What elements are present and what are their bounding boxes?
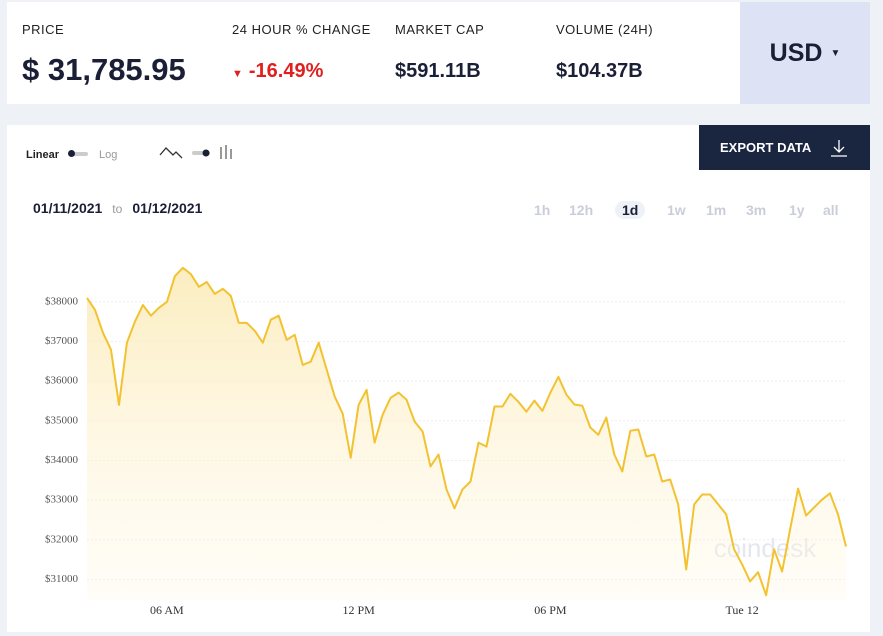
stat-value: $591.11B bbox=[395, 60, 481, 82]
area bbox=[87, 267, 846, 600]
range-button[interactable]: 1y bbox=[789, 202, 805, 218]
y-tick-label: $34000 bbox=[45, 454, 79, 466]
stat-label: PRICE bbox=[22, 22, 65, 37]
log-toggle[interactable]: Log bbox=[99, 149, 118, 161]
range-button[interactable]: 1h bbox=[534, 202, 551, 218]
y-tick-label: $36000 bbox=[45, 375, 79, 387]
range-button[interactable]: 3m bbox=[746, 202, 767, 218]
caret: ▼ bbox=[830, 47, 841, 59]
date-range: 01/11/2021 to 01/12/2021 bbox=[33, 200, 202, 216]
stat-value: $ 31,785.95 bbox=[22, 52, 186, 87]
date-to-word: to bbox=[112, 202, 123, 216]
stats-card: PRICE $ 31,785.95 24 HOUR % CHANGE ▼ -16.… bbox=[7, 2, 870, 104]
linear-toggle[interactable]: Linear bbox=[26, 149, 60, 161]
down-arrow: ▼ bbox=[232, 68, 243, 80]
export-button[interactable]: EXPORT DATA bbox=[699, 125, 870, 170]
stat-value: $104.37B bbox=[556, 60, 643, 82]
range-button[interactable]: 1m bbox=[706, 202, 727, 218]
export-label: EXPORT DATA bbox=[720, 140, 812, 155]
x-tick-label: 12 PM bbox=[342, 603, 375, 617]
download-icon bbox=[831, 139, 848, 157]
y-tick-label: $37000 bbox=[45, 335, 79, 347]
y-tick-label: $33000 bbox=[45, 494, 79, 506]
stat-label: MARKET CAP bbox=[395, 22, 485, 37]
stat-value: ▼ -16.49% bbox=[232, 60, 323, 83]
range-button[interactable]: 12h bbox=[569, 202, 594, 218]
y-tick-label: $32000 bbox=[45, 533, 79, 545]
date-to[interactable]: 01/12/2021 bbox=[132, 200, 203, 216]
range-button[interactable]: 1d bbox=[615, 201, 646, 219]
date-from[interactable]: 01/11/2021 bbox=[33, 200, 103, 216]
currency: USD bbox=[769, 38, 823, 67]
change-value: -16.49% bbox=[248, 60, 324, 82]
currency-select[interactable]: USD ▼ bbox=[740, 2, 870, 104]
stat-label: VOLUME (24H) bbox=[556, 22, 654, 37]
x-tick-label: 06 PM bbox=[534, 603, 567, 617]
toggle-track[interactable] bbox=[68, 150, 88, 157]
y-tick-label: $35000 bbox=[45, 414, 79, 426]
x-tick-label: 06 AM bbox=[150, 603, 184, 617]
y-tick-label: $31000 bbox=[45, 573, 79, 585]
range-button[interactable]: 1w bbox=[667, 202, 686, 218]
chart-type-toggle[interactable] bbox=[158, 143, 238, 163]
y-tick-label: $38000 bbox=[45, 295, 79, 307]
price-line bbox=[86, 266, 847, 597]
x-tick-label: Tue 12 bbox=[726, 603, 759, 617]
range-button[interactable]: all bbox=[823, 202, 839, 218]
stat-label: 24 HOUR % CHANGE bbox=[232, 22, 371, 37]
